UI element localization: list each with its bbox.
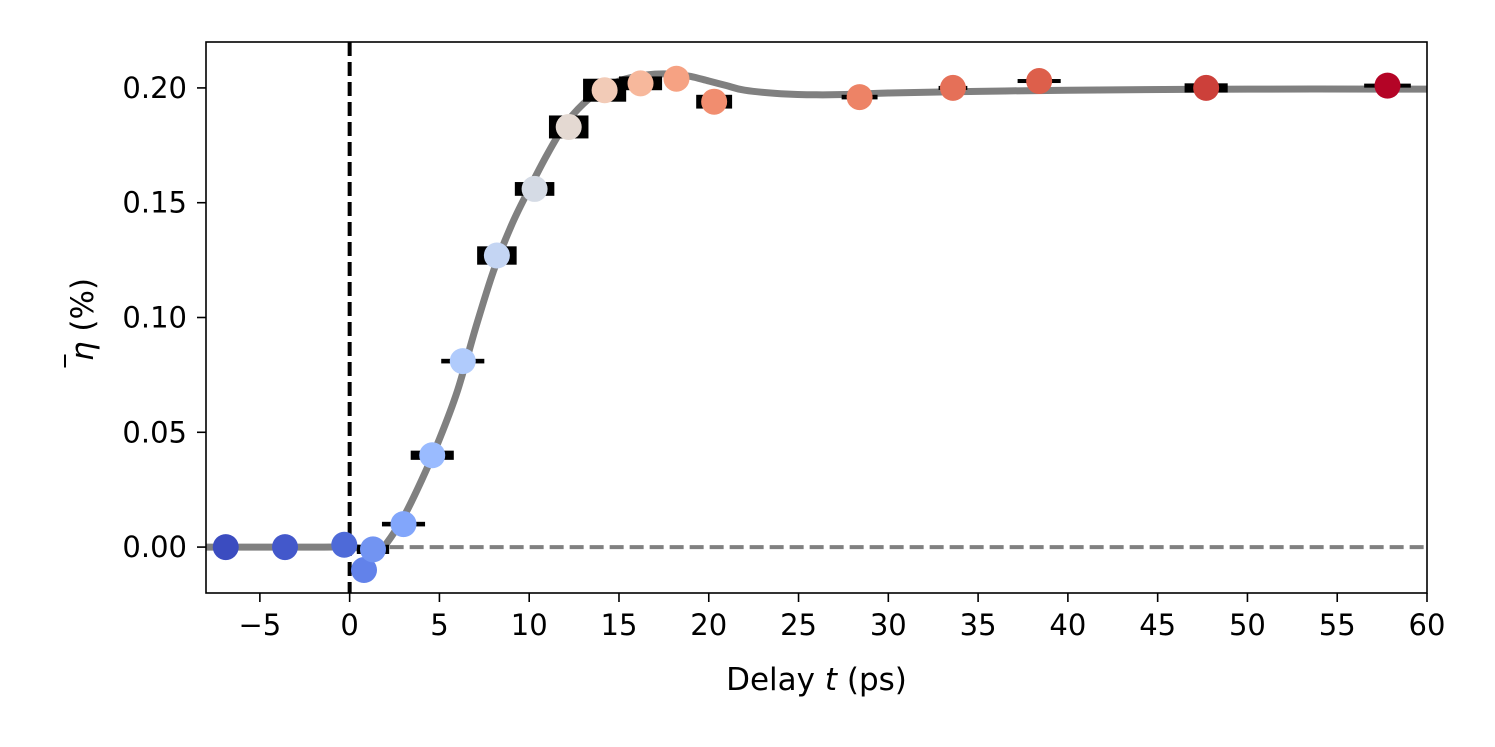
data-point [591,77,618,104]
fit-curve [206,70,1427,555]
y-tick-label: 0.05 [122,415,187,449]
y-tick-label: 0.10 [122,301,187,335]
y-tick-label: 0.15 [122,186,187,220]
error-bars [218,76,1411,573]
x-tick-label: 60 [1409,608,1446,642]
x-tick-label: 5 [430,608,448,642]
data-point [939,74,966,101]
data-point [351,557,378,584]
x-tick-label: 25 [780,608,817,642]
x-axis-label-suffix: (ps) [837,662,907,698]
x-axis-ticks: −5 0 5 10 15 20 25 30 35 40 45 50 55 60 [238,593,1445,642]
data-point [449,348,476,375]
data-point [390,511,417,538]
x-tick-label: 45 [1139,608,1176,642]
x-axis-label: Delay t (ps) [726,662,907,698]
data-point [555,113,582,140]
data-points [212,65,1401,584]
fit-curve-group [206,70,1427,555]
data-point [701,88,728,115]
y-tick-label: 0.00 [122,530,187,564]
data-point [1193,74,1220,101]
x-tick-label: 0 [340,608,358,642]
data-point [521,175,548,202]
data-point [1374,72,1401,99]
x-axis-label-prefix: Delay [726,662,825,698]
data-point [627,70,654,97]
x-tick-label: 40 [1049,608,1086,642]
x-tick-label: 20 [690,608,727,642]
data-point [419,442,446,469]
x-tick-label: 30 [870,608,907,642]
y-axis-label-suffix: (%) [65,278,101,342]
x-tick-label: 10 [511,608,548,642]
data-point [359,536,386,563]
y-axis-label-var: η [65,341,101,361]
x-tick-label: 35 [960,608,997,642]
data-point [483,242,510,269]
y-tick-label: 0.20 [122,71,187,105]
data-point [212,534,239,561]
x-tick-label: 50 [1229,608,1266,642]
data-point [663,65,690,92]
reference-lines [347,42,1427,593]
data-point [846,84,873,111]
y-axis-label: η (%) [64,278,101,368]
x-tick-label: 15 [601,608,638,642]
plot-frame [205,41,1428,594]
data-point [1026,68,1053,95]
data-point [272,534,299,561]
x-tick-label: −5 [238,608,281,642]
y-axis-ticks: 0.00 0.05 0.10 0.15 0.20 [122,71,206,564]
x-axis-label-var: t [825,662,839,698]
data-point [331,531,358,558]
svg-text:η (%): η (%) [65,278,101,361]
x-tick-label: 55 [1319,608,1356,642]
